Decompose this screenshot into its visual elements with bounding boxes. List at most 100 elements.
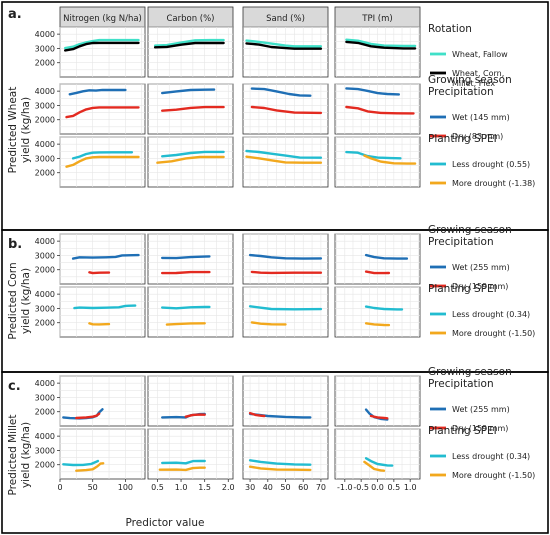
y-axis-title-line1: Predicted Corn (7, 262, 19, 339)
x-tick-label: 2.0 (222, 483, 235, 492)
series-line-1 (245, 42, 323, 50)
y-axis-title-2: Predicted Millet yield (kg/ha) (7, 414, 32, 495)
series-line-0 (248, 305, 323, 311)
series-line-1 (250, 321, 287, 326)
panel-letter-0: a. (8, 7, 22, 22)
plot-panel-r2-c0 (59, 136, 146, 188)
plot-panel-r2-c2 (242, 136, 329, 188)
plot-panel-r4-c3 (334, 286, 421, 338)
plot-panel-r6-c1 (147, 428, 234, 480)
plot-panel-r2-c3 (334, 136, 421, 188)
plot-panel-r3-c1 (147, 233, 234, 285)
series-line-1 (88, 322, 111, 326)
y-axis-title-line2: yield (kg/ha) (20, 422, 32, 488)
legend-label: Wet (255 mm) (452, 263, 510, 272)
plot-panel-r3-c3 (334, 233, 421, 285)
series-line-1 (65, 106, 140, 119)
facet-strip-label-1: Carbon (%) (166, 14, 214, 24)
series-line-0 (245, 149, 323, 159)
panel-frame (59, 428, 146, 480)
legend-label: Millet, Flex (452, 79, 495, 88)
panel-frame (59, 286, 146, 338)
plot-panel-r3-c2 (242, 233, 329, 285)
panel-frame (147, 375, 234, 427)
series-line-1 (65, 155, 140, 168)
plot-panel-r2-c1 (147, 136, 234, 188)
legend-label: Wheat, Fallow (452, 50, 508, 59)
series-line-0 (248, 459, 312, 466)
y-tick-label: 2000 (35, 266, 55, 275)
legend-title: Precipitation (428, 86, 494, 98)
legend-label: Dry (159 mm) (452, 282, 508, 291)
plot-panel-r3-c0 (59, 233, 146, 285)
series-line-1 (250, 105, 323, 115)
plot-panel-r6-c3 (334, 428, 421, 480)
y-tick-label: 4000 (35, 140, 55, 149)
series-line-1 (248, 465, 312, 472)
y-tick-label: 3000 (35, 44, 55, 53)
x-tick-label: 0 (57, 483, 62, 492)
series-line-0 (153, 38, 225, 47)
series-line-0 (160, 305, 211, 310)
x-tick-label: 50 (88, 483, 98, 492)
y-tick-label: 2000 (35, 319, 55, 328)
x-tick-label: -1.0 (337, 483, 353, 492)
legend-4: Planting SPEI Less drought (0.34) More dro… (428, 283, 535, 338)
x-tick-label: 0.0 (371, 483, 384, 492)
legend-label: Wheat, Corn, (452, 69, 504, 78)
legend-title: Rotation (428, 23, 472, 35)
series-line-0 (364, 253, 409, 260)
legend-label: Dry (83 mm) (452, 132, 503, 141)
legend-label: Wet (145 mm) (452, 113, 510, 122)
series-line-0 (160, 255, 211, 260)
y-tick-label: 4000 (35, 87, 55, 96)
y-tick-label: 3000 (35, 101, 55, 110)
plot-panel-r1-c3 (334, 83, 421, 135)
plot-panel-r6-c0 (59, 428, 146, 480)
plot-panel-r5-c3 (334, 375, 421, 427)
facet-strip-label-0: Nitrogen (kg N/ha) (63, 14, 142, 24)
panel-frame (59, 83, 146, 135)
x-axis-title: Predictor value (126, 517, 205, 529)
series-line-1 (88, 271, 111, 275)
series-line-0 (71, 151, 134, 160)
plot-panel-r0-c2 (242, 26, 329, 78)
plot-panel-r0-c1 (147, 26, 234, 78)
legend-title: Growing season (428, 224, 512, 236)
series-line-0 (364, 457, 394, 467)
series-line-1 (250, 270, 323, 275)
y-axis-title-0: Predicted Wheat yield (kg/ha) (7, 87, 32, 174)
x-tick-label: 40 (263, 483, 273, 492)
y-tick-label: 3000 (35, 251, 55, 260)
plot-panel-r1-c1 (147, 83, 234, 135)
series-line-0 (63, 38, 140, 50)
series-line-0 (345, 150, 402, 160)
y-tick-label: 4000 (35, 432, 55, 441)
panel-frame (147, 26, 234, 78)
series-line-0 (160, 88, 216, 95)
facet-strip-label-2: Sand (%) (266, 14, 305, 24)
series-line-0 (62, 459, 100, 467)
series-line-1 (363, 460, 386, 472)
panel-frame (147, 286, 234, 338)
x-tick-label: 1.0 (404, 483, 417, 492)
series-line-1 (153, 41, 225, 49)
x-tick-label: 0.5 (151, 483, 164, 492)
panel-frame (59, 136, 146, 188)
facet-strip-label-3: TPI (m) (361, 14, 392, 24)
x-tick-label: 50 (280, 483, 290, 492)
legend-title: Precipitation (428, 378, 494, 390)
x-tick-label: 1.0 (175, 483, 188, 492)
panel-frame (147, 233, 234, 285)
panel-frame (147, 428, 234, 480)
x-tick-label: 60 (298, 483, 308, 492)
panel-letter-2: c. (8, 379, 21, 394)
legend-title: Planting SPEI (428, 283, 497, 295)
series-line-1 (345, 105, 415, 115)
legend-title: Growing season (428, 74, 512, 86)
series-line-1 (156, 155, 225, 164)
y-tick-label: 3000 (35, 446, 55, 455)
panel-letter-1: b. (8, 237, 22, 252)
